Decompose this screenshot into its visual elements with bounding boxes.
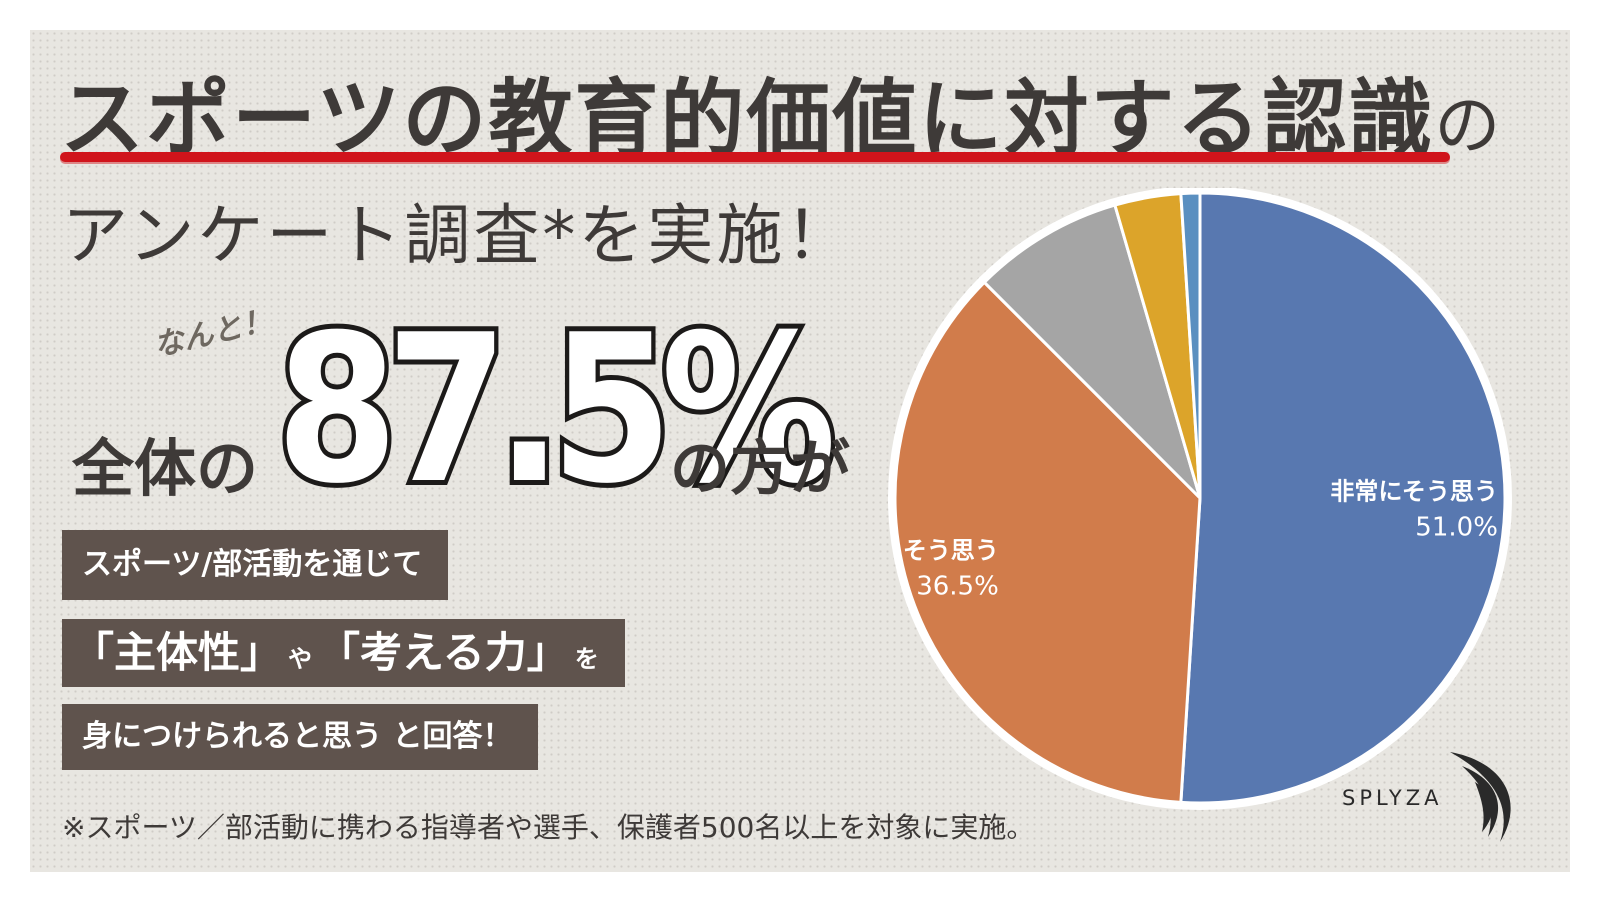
statement-box-1: スポーツ/部活動を通じて: [62, 530, 449, 600]
pie-slice-4: [1179, 191, 1202, 499]
pie-chart: 非常にそう思う 51.0% そう思う 36.5%: [888, 188, 1512, 810]
main-title-text: スポーツの教育的価値に対する認識: [60, 70, 1435, 168]
pie-label-1: そう思う: [903, 537, 999, 565]
wo-text: を: [574, 645, 599, 673]
nokata-label: の方が: [670, 434, 850, 504]
pie-slice-1: [893, 280, 1202, 804]
infographic-canvas: スポーツの教育的価値に対する認識の アンケート調査*を実施！ なんと！ 全体の …: [30, 30, 1570, 872]
statement-box-3: 身につけられると思う と回答！: [62, 704, 539, 770]
statement-box-2: 「主体性」や「考える力」を: [62, 619, 625, 687]
pie-labels: 非常にそう思う 51.0% そう思う 36.5%: [903, 478, 1498, 602]
nanto-callout: なんと！: [150, 302, 276, 364]
pie-slice-2: [982, 203, 1202, 500]
pie-slice-0: [1179, 191, 1507, 805]
splyza-logo-swoosh: [1450, 752, 1511, 842]
zentai-label: 全体の: [72, 432, 259, 505]
ya-text: や: [288, 645, 313, 673]
main-title: スポーツの教育的価値に対する認識の: [60, 52, 1560, 173]
main-title-suffix: の: [1434, 87, 1503, 164]
pie-value-1: 36.5%: [916, 572, 999, 602]
footnote: ※スポーツ／部活動に携わる指導者や選手、保護者500名以上を対象に実施。: [62, 811, 1035, 844]
subtitle: アンケート調査*を実施！: [62, 197, 855, 274]
pie-slices: [893, 191, 1507, 805]
shutaisei-text: 「主体性」: [72, 628, 283, 677]
pie-label-0: 非常にそう思う: [1330, 478, 1498, 506]
title-red-underline: [60, 152, 1450, 162]
big-percentage: 87.5%: [272, 287, 841, 534]
kangaeru-text: 「考える力」: [318, 628, 569, 677]
pie-value-0: 51.0%: [1415, 513, 1498, 543]
splyza-logo-text: SPLYZA: [1342, 786, 1443, 810]
